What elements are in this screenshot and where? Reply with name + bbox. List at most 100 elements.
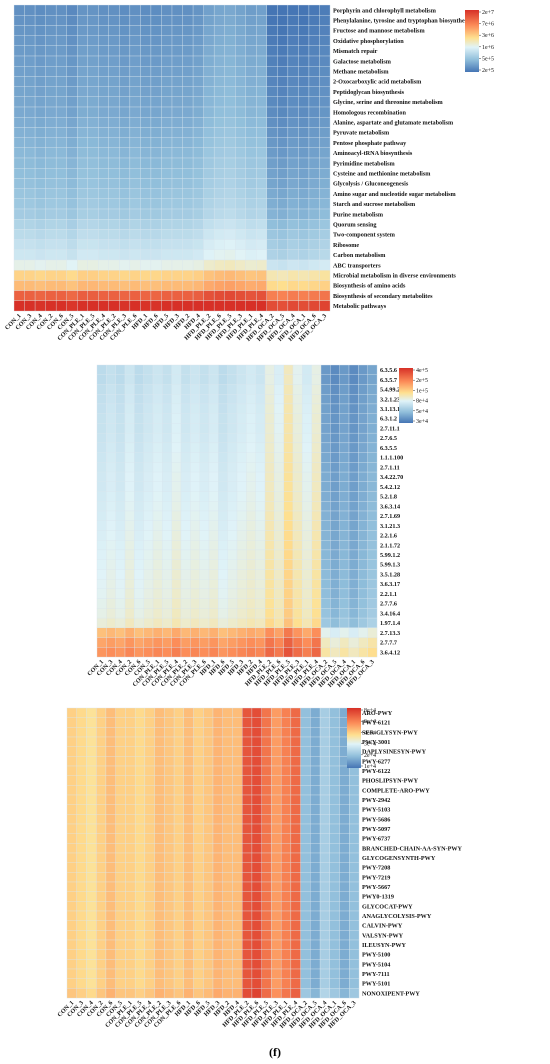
- heatmap-cell: [164, 910, 175, 921]
- heatmap-cell: [203, 814, 214, 825]
- legend-colorbar: [347, 708, 361, 768]
- heatmap-cell: [87, 168, 99, 179]
- heatmap-cell: [300, 959, 311, 970]
- heatmap-cell: [13, 137, 25, 149]
- heatmap-cell: [290, 727, 301, 738]
- heatmap-cell: [246, 501, 256, 512]
- heatmap-cell: [212, 765, 223, 776]
- heatmap-cell: [246, 423, 256, 434]
- heatmap-cell: [212, 717, 223, 728]
- heatmap-cell: [224, 229, 236, 240]
- heatmap-cell: [224, 188, 236, 200]
- heatmap-cell: [134, 578, 144, 590]
- heatmap-cell: [348, 394, 359, 405]
- heatmap-cell: [87, 300, 99, 312]
- heatmap-cell: [287, 96, 299, 108]
- heatmap-cell: [66, 910, 77, 921]
- heatmap-cell: [319, 229, 331, 240]
- heatmap-cell: [255, 452, 266, 463]
- heatmap-cell: [190, 384, 200, 395]
- heatmap-cell: [339, 794, 350, 805]
- heatmap-cell: [55, 157, 67, 169]
- heatmap-cell: [300, 804, 311, 815]
- heatmap-cell: [124, 569, 135, 580]
- heatmap-cell: [55, 229, 67, 240]
- heatmap-cell: [264, 540, 275, 551]
- heatmap-cell: [96, 442, 107, 453]
- heatmap-cell: [227, 549, 238, 560]
- heatmap-cell: [77, 219, 88, 230]
- heatmap-cell: [208, 481, 219, 492]
- heatmap-cell: [358, 627, 368, 638]
- heatmap-cell: [311, 374, 322, 385]
- heatmap-cell: [108, 106, 120, 118]
- heatmap-cell: [134, 374, 144, 385]
- heatmap-cell: [290, 891, 301, 902]
- heatmap-cell: [213, 198, 225, 210]
- heatmap-cell: [339, 608, 350, 619]
- heatmap-cell: [358, 637, 368, 648]
- heatmap-cell: [310, 785, 321, 796]
- heatmap-cell: [164, 959, 175, 970]
- heatmap-cell: [161, 96, 173, 108]
- heatmap-cell: [319, 300, 331, 312]
- heatmap-cell: [183, 833, 194, 844]
- heatmap-cell: [129, 86, 141, 98]
- row-label: PWY-6122: [362, 768, 390, 775]
- heatmap-cell: [287, 208, 299, 220]
- heatmap-cell: [190, 501, 200, 512]
- heatmap-cell: [367, 442, 378, 453]
- heatmap-cell: [76, 872, 87, 883]
- heatmap-cell: [125, 707, 136, 718]
- heatmap-cell: [320, 481, 331, 492]
- heatmap-cell: [86, 765, 97, 776]
- heatmap-cell: [152, 588, 163, 599]
- heatmap-cell: [300, 891, 311, 902]
- heatmap-cell: [34, 249, 46, 261]
- heatmap-cell: [129, 219, 141, 230]
- heatmap-cell: [246, 364, 256, 375]
- heatmap-cell: [154, 765, 165, 776]
- heatmap-cell: [13, 45, 25, 57]
- heatmap-cell: [266, 188, 278, 200]
- heatmap-cell: [330, 423, 340, 434]
- heatmap-cell: [190, 578, 200, 590]
- row-label: PWY-5101: [362, 981, 390, 988]
- heatmap-cell: [227, 423, 238, 434]
- heatmap-cell: [154, 756, 165, 767]
- heatmap-cell: [271, 862, 282, 873]
- heatmap-cell: [87, 178, 99, 189]
- heatmap-cell: [255, 442, 266, 453]
- heatmap-cell: [287, 270, 299, 281]
- heatmap-cell: [173, 823, 185, 834]
- heatmap-cell: [24, 219, 36, 230]
- heatmap-cell: [190, 559, 200, 570]
- heatmap-cell: [66, 804, 77, 815]
- row-label: ABC transporters: [333, 262, 381, 269]
- heatmap-cell: [292, 608, 303, 619]
- heatmap-cell: [192, 25, 204, 36]
- heatmap-cell: [266, 239, 278, 251]
- heatmap-cell: [308, 280, 320, 291]
- heatmap-cell: [227, 540, 238, 551]
- heatmap-cell: [358, 617, 368, 629]
- heatmap-cell: [302, 549, 312, 560]
- heatmap-cell: [106, 364, 116, 375]
- heatmap-cell: [261, 727, 272, 738]
- legend-tick-label: 1e+4: [364, 764, 376, 770]
- heatmap-cell: [106, 501, 116, 512]
- heatmap-cell: [150, 127, 162, 138]
- heatmap-cell: [86, 891, 97, 902]
- heatmap-cell: [106, 588, 116, 599]
- heatmap-cell: [246, 413, 256, 424]
- heatmap-cell: [193, 920, 204, 931]
- heatmap-cell: [119, 280, 131, 291]
- heatmap-cell: [162, 608, 172, 619]
- heatmap-cell: [319, 290, 331, 302]
- heatmap-cell: [271, 910, 282, 921]
- heatmap-cell: [255, 569, 266, 580]
- heatmap-cell: [358, 510, 368, 521]
- heatmap-cell: [255, 413, 266, 424]
- heatmap-cell: [180, 442, 191, 453]
- heatmap-cell: [76, 988, 87, 999]
